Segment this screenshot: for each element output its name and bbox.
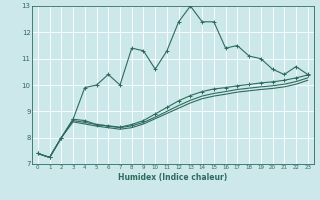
X-axis label: Humidex (Indice chaleur): Humidex (Indice chaleur) (118, 173, 228, 182)
